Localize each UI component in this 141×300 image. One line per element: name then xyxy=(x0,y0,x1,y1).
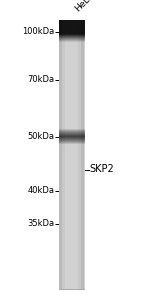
Bar xyxy=(59,20,62,289)
Text: HeLa: HeLa xyxy=(73,0,96,14)
Text: 100kDa: 100kDa xyxy=(22,27,54,36)
Bar xyxy=(59,20,84,289)
Text: 40kDa: 40kDa xyxy=(27,186,54,195)
Text: 70kDa: 70kDa xyxy=(27,75,54,84)
Text: 35kDa: 35kDa xyxy=(27,219,54,228)
Bar xyxy=(78,20,84,289)
Text: SKP2: SKP2 xyxy=(90,164,114,175)
Bar xyxy=(81,20,84,289)
Text: 50kDa: 50kDa xyxy=(27,132,54,141)
Bar xyxy=(59,20,65,289)
